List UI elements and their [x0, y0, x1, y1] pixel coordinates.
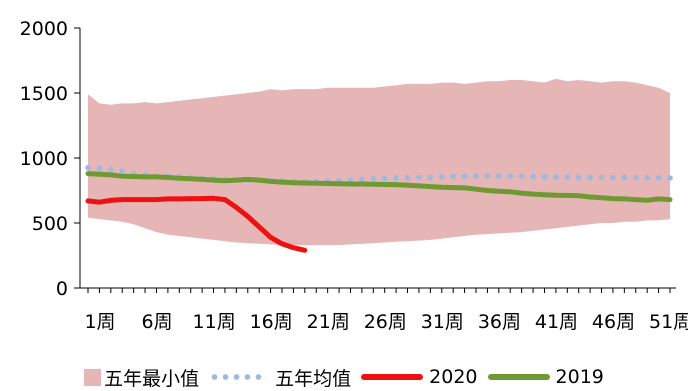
avg-point	[461, 173, 468, 179]
legend-item-2020: 2020	[359, 366, 478, 388]
x-tick-label: 16周	[250, 311, 293, 333]
x-tick-label: 6周	[142, 311, 173, 333]
avg-point	[427, 174, 434, 181]
avg-point	[553, 174, 559, 180]
y-tick-label: 1000	[20, 148, 68, 170]
avg-point	[381, 175, 388, 182]
x-tick-label: 26周	[364, 311, 407, 333]
series-line-2020	[85, 195, 308, 253]
avg-point	[564, 174, 571, 180]
avg-point	[530, 173, 536, 180]
avg-point	[507, 173, 513, 179]
five-year-range-band	[88, 78, 670, 246]
series-layer	[85, 165, 673, 253]
x-tick-label: 36周	[478, 311, 521, 333]
legend-swatch-2020	[361, 374, 424, 380]
legend-swatch-2019	[487, 374, 550, 380]
y-tick-label: 500	[32, 213, 68, 235]
avg-point	[370, 176, 377, 182]
avg-point	[393, 175, 399, 181]
tick-labels: 0 500 1000 1500 2000 1周 6周 11周 16周 21周 26周 31周 36周 41…	[20, 18, 688, 333]
x-tick-label: 51周	[649, 311, 688, 333]
x-tick-label: 11周	[193, 311, 236, 333]
avg-point	[610, 174, 616, 181]
avg-point	[655, 175, 662, 181]
legend-item-2019: 2019	[486, 366, 604, 388]
avg-point	[667, 175, 673, 181]
legend-swatch-band	[84, 368, 102, 386]
avg-point	[644, 175, 650, 181]
legend-label-band: 五年最小值	[104, 367, 200, 390]
legend-label-2019: 2019	[555, 366, 604, 388]
series-line-2019	[85, 171, 673, 203]
avg-point	[85, 165, 91, 171]
x-tick-label: 41周	[535, 311, 578, 333]
avg-point	[416, 174, 422, 181]
avg-point	[439, 174, 445, 180]
legend-swatch-avg	[209, 374, 268, 380]
avg-point	[404, 175, 411, 181]
avg-point	[496, 173, 502, 179]
y-tick-label: 2000	[20, 18, 68, 40]
avg-point	[518, 173, 525, 179]
avg-point	[633, 174, 639, 181]
avg-point	[96, 165, 103, 172]
avg-point	[359, 176, 365, 183]
range-band-layer	[88, 78, 670, 246]
avg-point	[575, 174, 582, 180]
legend-label-2020: 2020	[429, 366, 478, 388]
y-tick-label: 0	[56, 278, 68, 300]
avg-point	[541, 173, 548, 180]
avg-point	[473, 173, 479, 179]
legend-item-avg: 五年均值	[207, 364, 351, 391]
x-tick-label: 46周	[592, 311, 635, 333]
avg-point	[450, 173, 457, 180]
avg-point	[484, 173, 491, 179]
x-tick-label: 21周	[307, 311, 350, 333]
x-tick-label: 31周	[421, 311, 464, 333]
legend-item-band: 五年最小值	[84, 364, 199, 391]
legend-label-avg: 五年均值	[275, 367, 352, 390]
y-tick-label: 1500	[20, 83, 68, 105]
avg-point	[598, 174, 605, 181]
x-tick-label: 1周	[84, 311, 115, 333]
chart-plot: 0 500 1000 1500 2000 1周 6周 11周 16周 21周 26周 31周 36周 41…	[20, 18, 688, 333]
avg-point	[108, 166, 114, 173]
chart-legend: 五年最小值 五年均值 2020 2019	[0, 364, 688, 390]
avg-point	[587, 174, 593, 181]
axes	[74, 27, 676, 293]
avg-point	[119, 168, 125, 174]
avg-point	[621, 174, 628, 181]
